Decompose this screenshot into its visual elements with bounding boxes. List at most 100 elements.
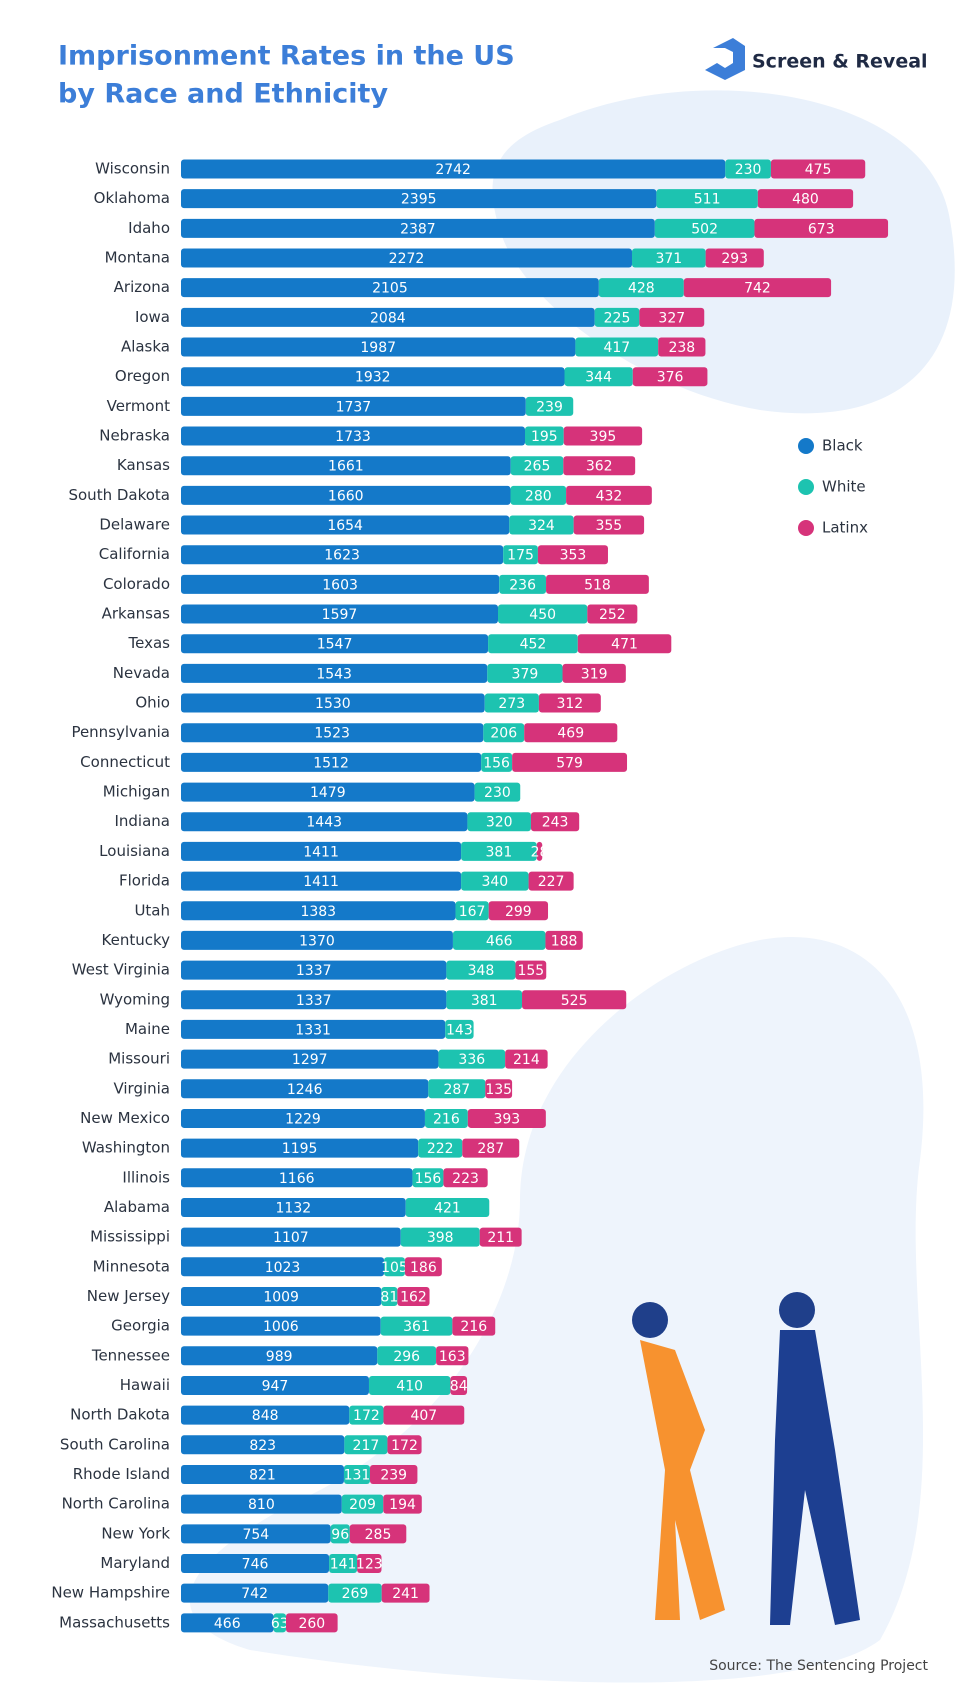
bar-segment <box>545 930 583 950</box>
bar-segment <box>273 1613 287 1633</box>
value-label: 466 <box>214 1616 241 1632</box>
bar-segment <box>446 990 523 1010</box>
value-label: 810 <box>248 1497 275 1513</box>
bar-segment <box>757 189 854 209</box>
bar-segment <box>632 367 708 387</box>
bar-segment <box>487 663 563 683</box>
bar-segment <box>349 1524 407 1544</box>
value-label: 1246 <box>287 1082 323 1098</box>
y-tick-label: North Carolina <box>62 1495 170 1513</box>
bar-segment <box>563 456 636 476</box>
value-label: 162 <box>400 1289 427 1305</box>
value-label: 156 <box>415 1171 442 1187</box>
bar-segment <box>344 1435 388 1455</box>
y-tick-label: Washington <box>82 1139 170 1157</box>
bar-segment <box>181 723 484 743</box>
bar-segment <box>181 396 526 416</box>
bar-segment <box>181 278 599 298</box>
value-label: 579 <box>556 755 583 771</box>
bar-segment <box>181 367 565 387</box>
bar-segment <box>181 1464 344 1484</box>
value-label: 1337 <box>296 993 332 1009</box>
bar-segment <box>181 901 456 921</box>
value-label: 287 <box>477 1141 504 1157</box>
value-label: 81 <box>380 1289 398 1305</box>
bar-segment <box>181 307 595 327</box>
y-tick-label: Wisconsin <box>95 160 170 178</box>
bar-segment <box>631 248 706 268</box>
value-label: 223 <box>452 1171 479 1187</box>
y-tick-label: Louisiana <box>99 842 170 860</box>
value-label: 105 <box>381 1260 408 1276</box>
value-label: 1547 <box>317 637 353 653</box>
bar-segment <box>639 307 705 327</box>
bar-segment <box>181 574 500 594</box>
value-label: 1009 <box>263 1289 299 1305</box>
y-tick-label: Massachusetts <box>59 1613 170 1631</box>
value-label: 452 <box>520 637 547 653</box>
value-label: 361 <box>403 1319 430 1335</box>
value-label: 225 <box>604 310 631 326</box>
value-label: 1654 <box>327 518 363 534</box>
value-label: 466 <box>486 933 513 949</box>
value-label: 273 <box>498 696 525 712</box>
value-label: 175 <box>507 548 534 564</box>
bar-segment <box>683 278 832 298</box>
value-label: 1733 <box>335 429 371 445</box>
y-tick-label: Michigan <box>103 783 170 801</box>
bar-segment <box>461 871 529 891</box>
bar-segment <box>505 1049 548 1069</box>
bar-segment <box>383 1494 422 1514</box>
value-label: 371 <box>655 251 682 267</box>
bar-segment <box>499 574 547 594</box>
value-label: 2742 <box>435 162 471 178</box>
value-label: 362 <box>586 459 613 475</box>
bar-segment <box>181 1019 446 1039</box>
bar-segment <box>573 515 645 535</box>
bar-segment <box>498 604 588 624</box>
y-tick-label: Alabama <box>104 1198 170 1216</box>
value-label: 518 <box>584 577 611 593</box>
value-label: 131 <box>344 1467 371 1483</box>
value-label: 381 <box>486 844 513 860</box>
bar-segment <box>474 782 521 802</box>
bar-segment <box>381 1286 398 1306</box>
bar-segment <box>754 218 889 238</box>
bar-segment <box>510 456 564 476</box>
bar-segment <box>341 1494 384 1514</box>
value-label: 742 <box>744 281 771 297</box>
value-label: 525 <box>561 993 588 1009</box>
bar-segment <box>181 337 576 357</box>
bar-segment <box>181 1435 345 1455</box>
value-label: 211 <box>487 1230 514 1246</box>
value-label: 320 <box>486 815 513 831</box>
bar-segment <box>383 1405 465 1425</box>
value-label: 230 <box>484 785 511 801</box>
value-label: 398 <box>427 1230 454 1246</box>
bar-segment <box>181 1375 369 1395</box>
bar-segment <box>436 1346 469 1366</box>
y-tick-label: Colorado <box>103 575 170 593</box>
bar-segment <box>181 1049 439 1069</box>
value-label: 1107 <box>273 1230 309 1246</box>
value-label: 260 <box>298 1616 325 1632</box>
y-tick-label: West Virginia <box>72 961 170 979</box>
y-tick-label: Alaska <box>121 338 170 356</box>
bar-segment <box>455 901 489 921</box>
bar-segment <box>450 1375 468 1395</box>
value-label: 2272 <box>389 251 425 267</box>
value-label: 742 <box>241 1586 268 1602</box>
value-label: 1623 <box>324 548 360 564</box>
value-label: 163 <box>439 1349 466 1365</box>
y-tick-label: Idaho <box>128 219 170 237</box>
value-label: 344 <box>585 370 612 386</box>
value-label: 186 <box>410 1260 437 1276</box>
value-label: 746 <box>242 1556 269 1572</box>
value-label: 821 <box>249 1467 276 1483</box>
legend-marker <box>798 438 814 454</box>
legend-marker <box>798 520 814 536</box>
bar-segment <box>515 960 547 980</box>
y-tick-label: South Dakota <box>68 486 170 504</box>
value-label: 156 <box>483 755 510 771</box>
y-tick-label: Kentucky <box>102 931 171 949</box>
